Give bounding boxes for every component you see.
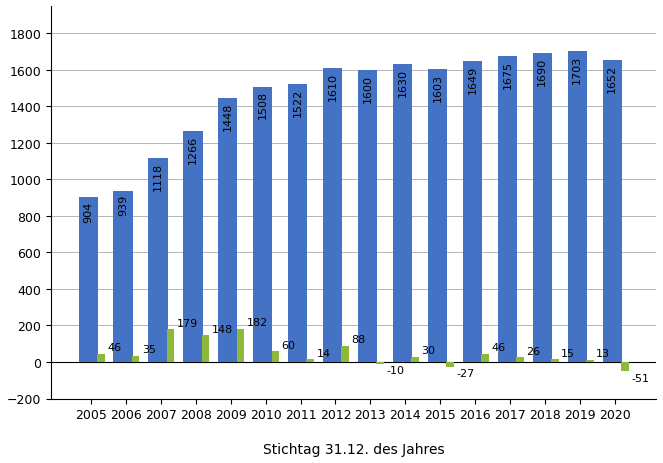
Text: 182: 182 — [247, 318, 268, 328]
Bar — [393, 65, 412, 362]
Text: 1522: 1522 — [293, 88, 303, 117]
Bar — [113, 191, 133, 362]
Bar — [288, 85, 308, 362]
Bar — [149, 158, 168, 362]
Bar — [97, 354, 105, 362]
Bar — [323, 69, 342, 362]
Bar — [481, 354, 489, 362]
Text: 1649: 1649 — [467, 65, 477, 94]
Bar — [272, 351, 279, 362]
Text: 46: 46 — [107, 342, 121, 352]
X-axis label: Stichtag 31.12. des Jahres: Stichtag 31.12. des Jahres — [263, 442, 444, 456]
Bar — [377, 362, 384, 364]
Text: 13: 13 — [596, 348, 610, 358]
Bar — [532, 54, 552, 362]
Bar — [463, 62, 482, 362]
Bar — [428, 70, 447, 362]
Text: 60: 60 — [282, 340, 296, 350]
Text: 1610: 1610 — [328, 73, 337, 100]
Bar — [202, 335, 210, 362]
Text: 1448: 1448 — [223, 102, 233, 131]
Bar — [568, 52, 587, 362]
Text: 1630: 1630 — [398, 69, 408, 97]
Bar — [498, 57, 517, 362]
Text: 1266: 1266 — [188, 135, 198, 163]
Text: -27: -27 — [456, 369, 475, 379]
Text: 904: 904 — [83, 201, 93, 222]
Text: 1652: 1652 — [607, 65, 617, 93]
Bar — [411, 357, 419, 362]
Text: 1690: 1690 — [537, 58, 547, 86]
Bar — [218, 99, 237, 362]
Text: 1703: 1703 — [572, 56, 582, 84]
Text: 1508: 1508 — [258, 91, 268, 119]
Text: 148: 148 — [211, 324, 233, 334]
Text: 35: 35 — [142, 344, 156, 354]
Text: 939: 939 — [118, 195, 128, 216]
Bar — [516, 357, 524, 362]
Text: 15: 15 — [561, 348, 575, 358]
Text: -51: -51 — [631, 373, 649, 383]
Bar — [551, 359, 559, 362]
Bar — [167, 330, 174, 362]
Bar — [78, 198, 97, 362]
Text: 1118: 1118 — [153, 162, 163, 190]
Text: 46: 46 — [491, 342, 505, 352]
Bar — [603, 61, 622, 362]
Text: 26: 26 — [526, 346, 540, 356]
Text: 1600: 1600 — [363, 75, 373, 102]
Text: 1603: 1603 — [432, 74, 442, 102]
Bar — [586, 360, 593, 362]
Bar — [132, 356, 139, 362]
Bar — [237, 329, 244, 362]
Text: 179: 179 — [177, 318, 198, 328]
Bar — [184, 131, 203, 362]
Text: 14: 14 — [317, 348, 331, 358]
Bar — [446, 362, 454, 367]
Bar — [306, 360, 314, 362]
Text: -10: -10 — [387, 365, 404, 375]
Bar — [621, 362, 629, 371]
Text: 1675: 1675 — [503, 61, 512, 89]
Bar — [358, 71, 377, 362]
Text: 30: 30 — [422, 345, 436, 355]
Bar — [253, 88, 272, 362]
Bar — [341, 346, 349, 362]
Text: 88: 88 — [351, 335, 366, 345]
